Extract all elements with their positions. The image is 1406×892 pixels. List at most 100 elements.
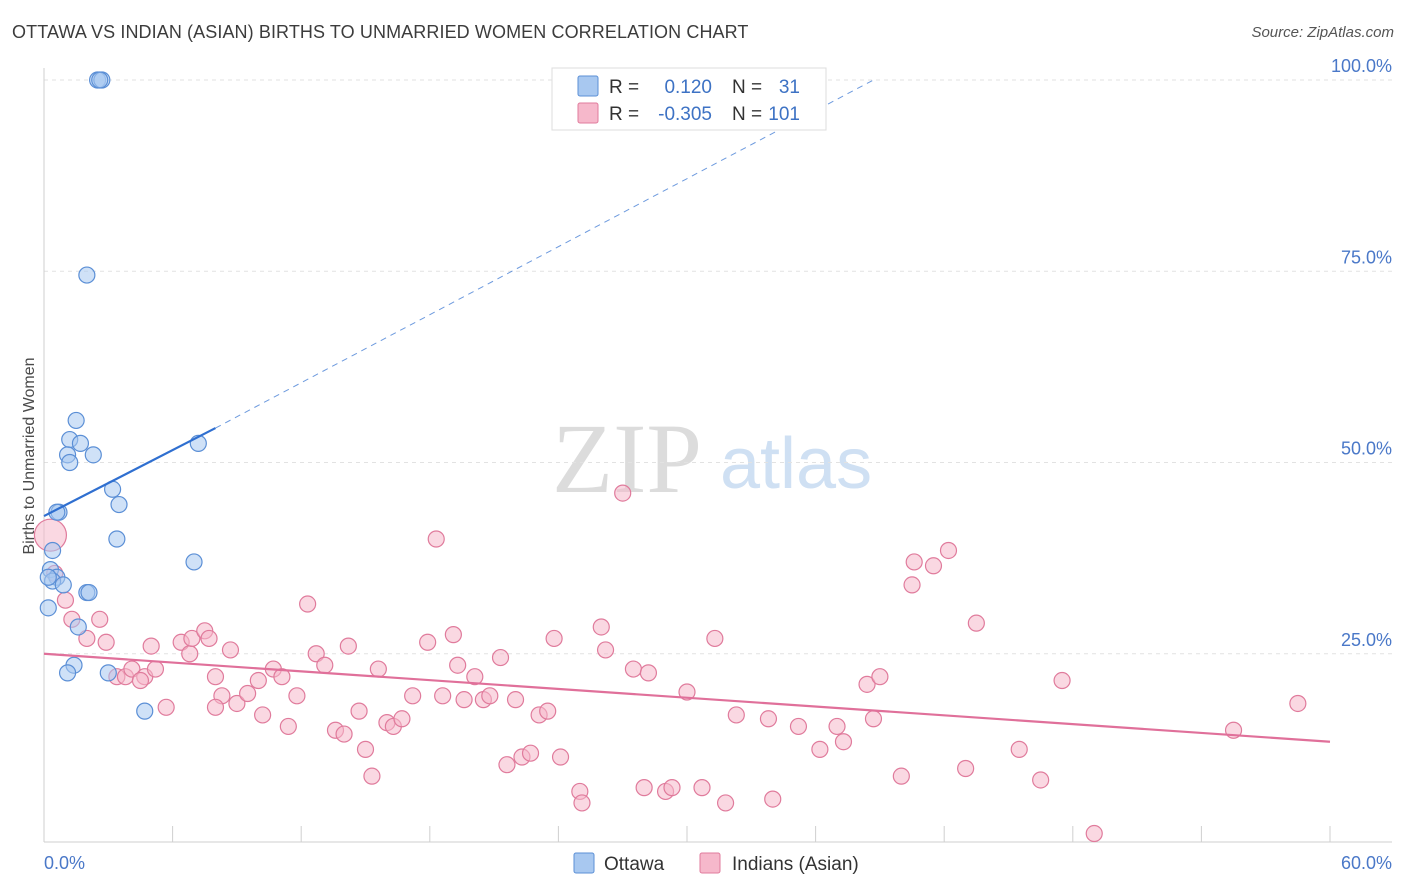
indian-point (206, 668, 225, 686)
indian-point (146, 660, 165, 678)
indian-point (404, 687, 422, 705)
ottawa-trend-line (43, 427, 216, 518)
ottawa-point (91, 71, 109, 89)
y-axis-label: Births to Unmarried Women (21, 357, 38, 554)
watermark-atlas: atlas (720, 424, 872, 504)
indian-point (142, 637, 160, 655)
ottawa-point (84, 446, 102, 464)
bottom-legend-swatch-indian (699, 852, 721, 874)
indian-point (573, 794, 591, 812)
indian-point (716, 794, 735, 812)
indian-point (624, 660, 643, 678)
x-tick-label-min: 0.0% (44, 853, 85, 873)
indian-point (299, 595, 317, 613)
indian-point (419, 633, 437, 651)
indian-point (727, 706, 745, 724)
trend-lines (43, 79, 1331, 743)
legend-top: R = 0.120 N = 31 R = -0.305 N = 101 (551, 67, 827, 131)
ottawa-point (136, 702, 154, 720)
gridlines (44, 79, 1392, 655)
y-tick-label-100: 100.0% (1331, 56, 1392, 76)
indian-point (1032, 771, 1050, 789)
indian-point (279, 717, 297, 736)
indian-point (892, 767, 910, 785)
indian-point (273, 668, 291, 686)
indian-point (363, 767, 381, 785)
indian-point (356, 740, 375, 758)
indian-point (834, 733, 853, 751)
indian-point (228, 694, 246, 713)
indian-point (596, 641, 615, 659)
series-indians-asian-points (33, 484, 1307, 843)
ottawa-point (110, 495, 128, 514)
ottawa-point (39, 568, 57, 586)
watermark: ZIP atlas (552, 403, 872, 514)
indian-point (288, 687, 306, 705)
indian-point (614, 484, 632, 502)
ottawa-point (39, 599, 57, 617)
indian-point (828, 717, 846, 736)
x-tick-marks (43, 826, 1331, 842)
indian-point (967, 614, 985, 632)
legend-n-label-ottawa: N = (732, 77, 762, 98)
indian-point (183, 629, 201, 648)
indian-point (506, 691, 525, 709)
indian-point (369, 660, 387, 678)
indian-point (635, 779, 653, 797)
indian-point (97, 633, 115, 651)
indian-point (1085, 824, 1103, 843)
indian-point (663, 779, 681, 797)
y-tick-label-75: 75.0% (1341, 247, 1392, 267)
indian-point (434, 687, 452, 705)
source-label: Source: ZipAtlas.com (1251, 24, 1394, 41)
legend-swatch-ottawa (577, 75, 599, 97)
indian-point (254, 706, 272, 724)
legend-r-value-ottawa: 0.120 (664, 77, 712, 98)
indian-point (905, 553, 923, 571)
ottawa-point (54, 576, 72, 594)
indian-point (239, 684, 257, 703)
bottom-legend-swatch-ottawa (573, 852, 595, 874)
ottawa-point (67, 411, 85, 430)
indian-point (307, 645, 325, 663)
chart-title: OTTAWA VS INDIAN (ASIAN) BIRTHS TO UNMAR… (12, 22, 749, 42)
ottawa-trend-extension (215, 79, 874, 429)
y-tick-label-25: 25.0% (1341, 630, 1392, 650)
indian-point (498, 756, 516, 774)
indian-point (444, 626, 462, 644)
indian-point (181, 645, 199, 663)
ottawa-point (99, 664, 117, 682)
legend-n-value-ottawa: 31 (779, 77, 800, 98)
indian-point (924, 557, 943, 575)
legend-bottom: Ottawa Indians (Asian) (573, 852, 859, 875)
y-tick-label-50: 50.0% (1341, 439, 1392, 459)
indian-point (864, 710, 883, 728)
indian-point (521, 744, 540, 762)
indian-point (678, 683, 696, 701)
indian-point (1053, 671, 1071, 690)
legend-r-label-indian: R = (609, 104, 639, 125)
indian-point (592, 618, 610, 636)
legend-n-label-indian: N = (732, 104, 762, 125)
indian-point (316, 656, 334, 674)
bottom-legend-label-indian: Indians (Asian) (732, 854, 859, 875)
indian-point (759, 710, 778, 728)
ottawa-point (58, 664, 77, 682)
indian-point (491, 648, 510, 667)
indian-point (789, 717, 808, 736)
indian-point (764, 790, 782, 808)
ottawa-point (69, 618, 87, 636)
legend-r-label-ottawa: R = (609, 77, 639, 98)
ottawa-point (80, 583, 98, 602)
indian-point (221, 641, 240, 659)
indian-point (858, 675, 876, 693)
indian-point (1289, 694, 1307, 713)
legend-r-value-indian: -0.305 (658, 104, 712, 125)
ottawa-point (108, 530, 126, 548)
indian-point (481, 687, 499, 705)
indian-point (123, 660, 141, 678)
ottawa-point (43, 541, 62, 560)
indian-point (91, 610, 109, 628)
indian-point (449, 656, 467, 674)
